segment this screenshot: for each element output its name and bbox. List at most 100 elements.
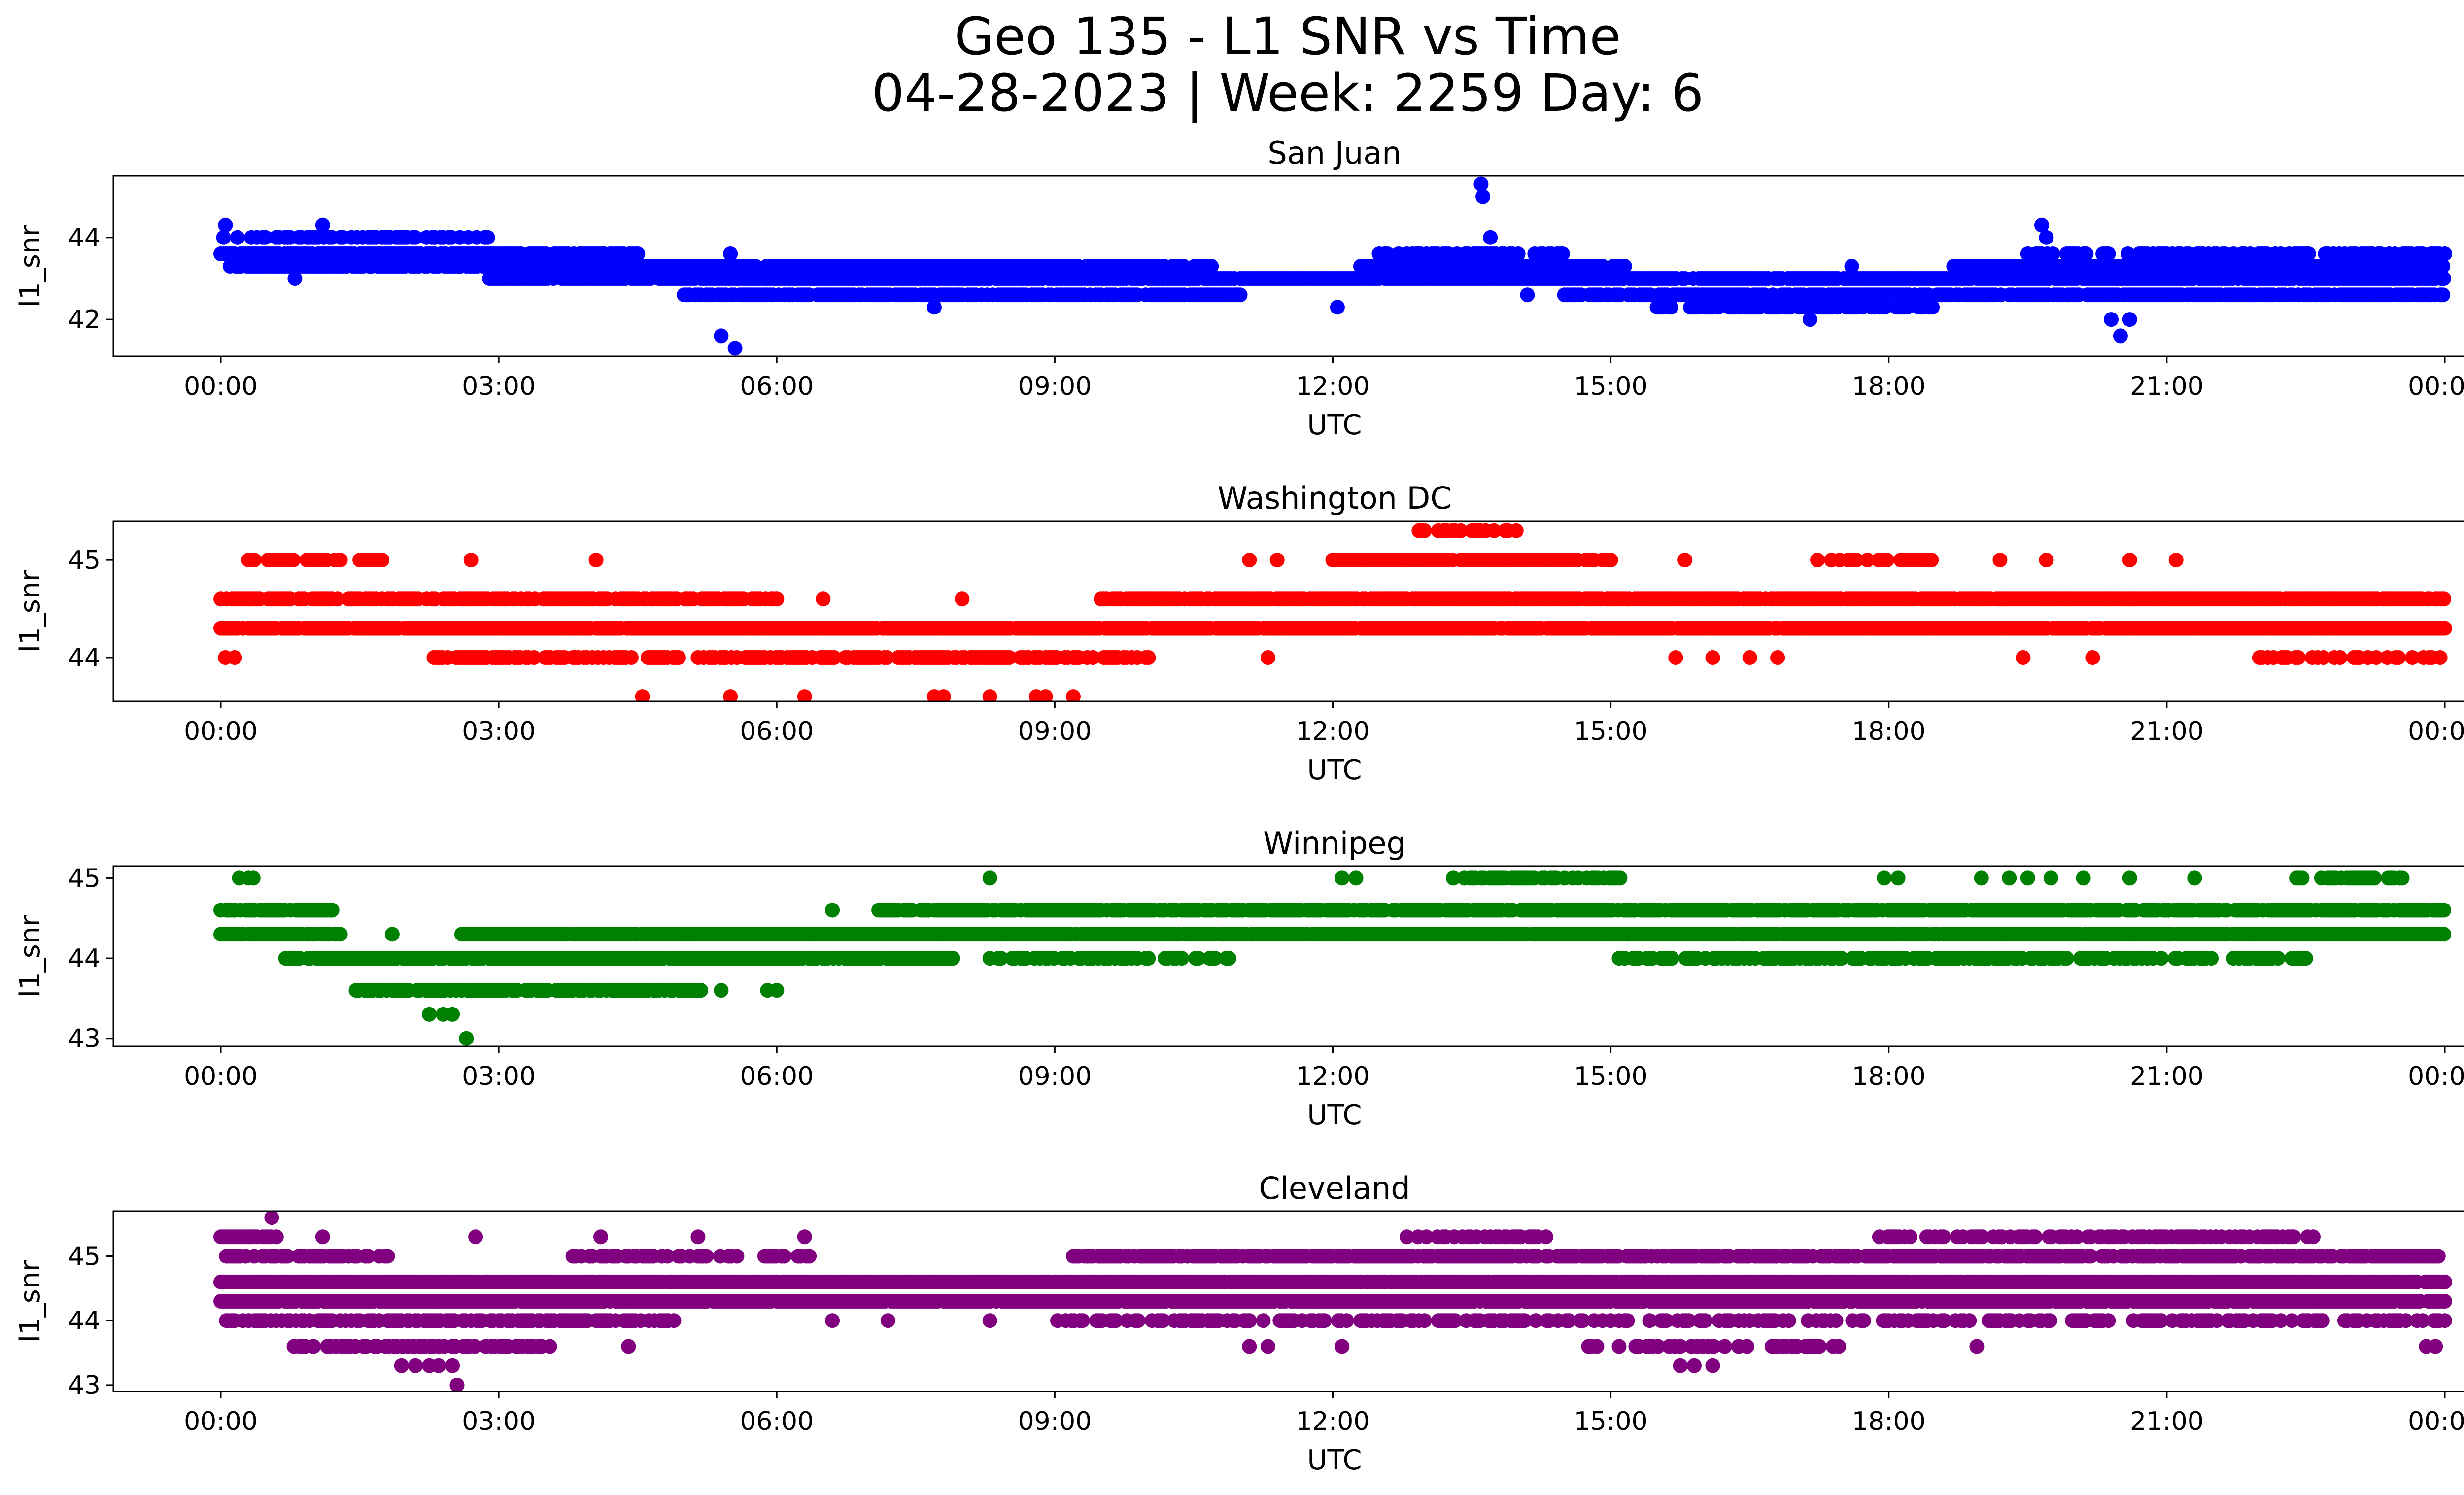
data-point	[1992, 553, 2008, 568]
data-point	[748, 259, 763, 274]
data-point	[375, 553, 390, 568]
x-tick-label: 15:00	[1574, 372, 1648, 401]
data-point	[1878, 300, 1893, 315]
data-point	[880, 650, 894, 665]
data-point	[463, 553, 479, 568]
data-point	[630, 246, 646, 261]
data-point	[1242, 553, 1257, 568]
data-point	[1408, 246, 1424, 261]
data-point	[2039, 230, 2054, 245]
x-tick-label: 12:00	[1296, 717, 1370, 746]
data-point	[816, 591, 831, 607]
data-point	[671, 650, 686, 665]
data-point	[2391, 650, 2406, 665]
x-tick-label: 21:00	[2130, 717, 2204, 746]
data-point	[1232, 287, 1248, 303]
data-point	[1810, 553, 1825, 568]
data-point	[1176, 259, 1191, 274]
y-tick-label: 44	[68, 643, 101, 673]
x-tick-label: 18:00	[1852, 717, 1926, 746]
data-point	[797, 689, 812, 701]
data-point	[826, 650, 842, 665]
data-point	[2436, 927, 2452, 942]
y-axis-label-washington-dc: l1_snr	[14, 570, 46, 653]
data-point	[1085, 650, 1100, 665]
data-point	[1483, 230, 1498, 245]
x-tick-label: 00:00	[2408, 717, 2464, 746]
x-tick-label: 18:00	[1852, 372, 1926, 401]
x-tick-label: 06:00	[740, 717, 814, 746]
data-point	[1066, 689, 1081, 701]
data-point	[723, 246, 738, 261]
points-washington-dc	[213, 523, 2452, 701]
axes-frame-san-juan	[112, 175, 2464, 357]
data-point	[2432, 650, 2448, 665]
data-point	[1668, 650, 1683, 665]
data-point	[1555, 246, 1570, 261]
panel-title-winnipeg: Winnipeg	[1263, 825, 1406, 861]
figure-title-line2: 04-28-2023 | Week: 2259 Day: 6	[872, 63, 1704, 123]
data-point	[246, 553, 262, 568]
data-point	[230, 230, 245, 245]
data-point	[1844, 259, 1859, 274]
data-point	[1848, 553, 1864, 568]
data-point	[2122, 553, 2137, 568]
data-point	[330, 591, 345, 607]
data-point	[2437, 246, 2452, 261]
data-point	[2316, 650, 2331, 665]
x-tick-label: 00:00	[184, 717, 258, 746]
x-tick-label: 00:00	[2408, 372, 2464, 401]
data-point	[287, 271, 303, 286]
data-point	[2435, 259, 2451, 274]
y-tick-label: 44	[68, 223, 101, 253]
x-tick-label: 21:00	[2130, 372, 2204, 401]
data-point	[1900, 300, 1915, 315]
data-point	[1663, 300, 1678, 315]
figure-title-line1: Geo 135 - L1 SNR vs Time	[954, 6, 1621, 67]
x-tick-label: 09:00	[1018, 372, 1092, 401]
data-point	[1380, 246, 1395, 261]
data-point	[1475, 189, 1491, 204]
axes-frame-washington-dc	[112, 520, 2464, 702]
data-point	[723, 689, 738, 701]
data-point	[1802, 312, 1817, 327]
data-point	[1520, 287, 1535, 303]
data-point	[1860, 553, 1875, 568]
data-point	[1330, 300, 1345, 315]
data-point	[218, 217, 233, 233]
x-axis-label-washington-dc: UTC	[1307, 754, 1362, 786]
points-san-juan	[213, 176, 2452, 356]
data-point	[1510, 246, 1526, 261]
data-point	[1880, 553, 1894, 568]
panel-title-washington-dc: Washington DC	[1217, 480, 1451, 516]
data-point	[1925, 300, 1940, 315]
data-point	[2332, 650, 2348, 665]
data-point	[408, 230, 423, 245]
data-point	[2079, 246, 2094, 261]
x-tick-label: 06:00	[740, 372, 814, 401]
data-point	[2168, 553, 2184, 568]
data-point	[1742, 650, 1757, 665]
data-point	[2437, 621, 2452, 636]
data-point	[2435, 287, 2451, 303]
y-tick-label: 42	[68, 305, 101, 335]
data-point	[333, 927, 348, 942]
data-point	[1486, 523, 1502, 538]
data-point	[258, 230, 273, 245]
data-point	[1038, 689, 1053, 701]
data-point	[769, 591, 785, 607]
panel-washington-dc: Washington DC 00:00 03:00 06:00 09:00 12:00 15…	[14, 480, 2464, 786]
data-point	[1770, 650, 1785, 665]
data-point	[714, 328, 729, 344]
x-tick-label: 03:00	[462, 717, 536, 746]
data-point	[2122, 312, 2137, 327]
data-point	[926, 300, 942, 315]
data-point	[936, 689, 951, 701]
data-point	[227, 650, 242, 665]
x-tick-label: 09:00	[1018, 717, 1092, 746]
data-point	[2101, 246, 2116, 261]
data-point	[982, 689, 997, 701]
x-tick-label: 15:00	[1574, 717, 1648, 746]
